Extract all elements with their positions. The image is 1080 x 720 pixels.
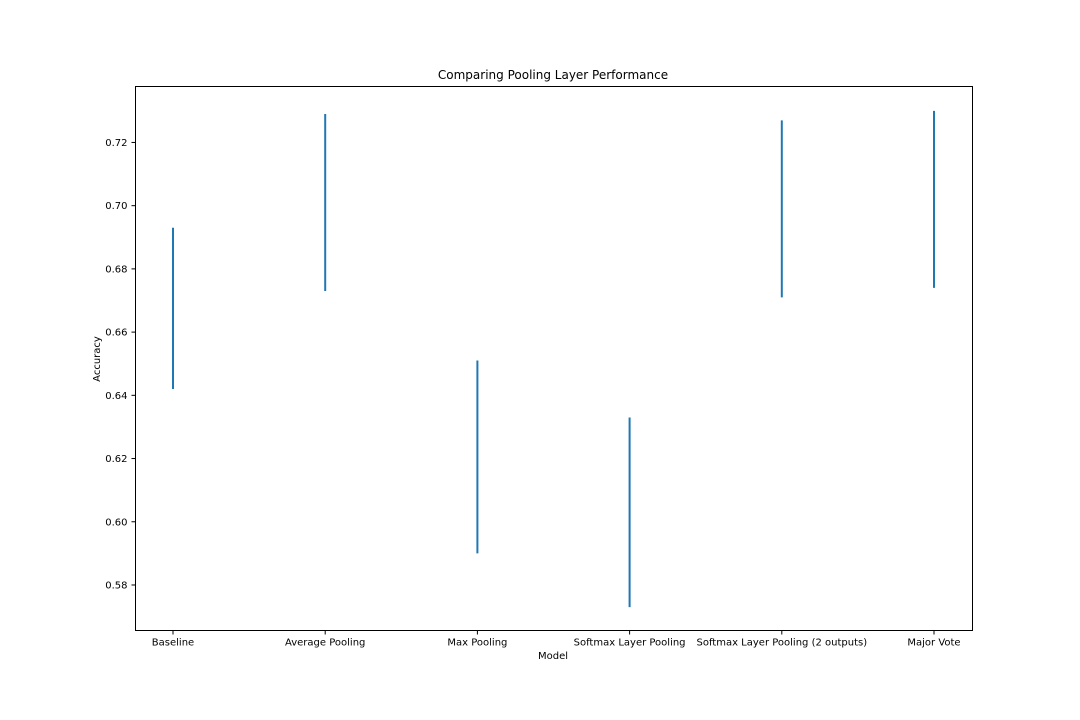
chart-title: Comparing Pooling Layer Performance <box>438 68 668 82</box>
x-tick-label: Average Pooling <box>285 638 365 649</box>
x-tick-label: Baseline <box>152 638 194 649</box>
x-axis-ticks: Baseline Average Pooling Max Pooling Softma… <box>152 630 961 649</box>
error-bars <box>172 110 935 608</box>
y-axis-label: Accuracy <box>92 336 103 382</box>
y-tick-label: 0.58 <box>105 580 127 591</box>
x-tick-label: Max Pooling <box>447 638 507 649</box>
x-tick-label: Major Vote <box>907 638 960 649</box>
y-tick-label: 0.66 <box>105 328 127 339</box>
x-axis-label: Model <box>538 651 568 662</box>
y-tick-label: 0.60 <box>105 517 127 528</box>
x-tick-label: Softmax Layer Pooling (2 outputs) <box>696 638 867 649</box>
y-tick-label: 0.72 <box>105 138 127 149</box>
plot-frame <box>135 86 973 631</box>
y-tick-label: 0.64 <box>105 391 127 402</box>
y-tick-label: 0.62 <box>105 454 127 465</box>
x-tick-label: Softmax Layer Pooling <box>574 638 686 649</box>
y-axis-ticks: 0.58 0.60 0.62 0.64 0.66 0.68 0.70 0.72 <box>105 138 136 591</box>
y-tick-label: 0.68 <box>105 264 127 275</box>
y-tick-label: 0.70 <box>105 201 127 212</box>
